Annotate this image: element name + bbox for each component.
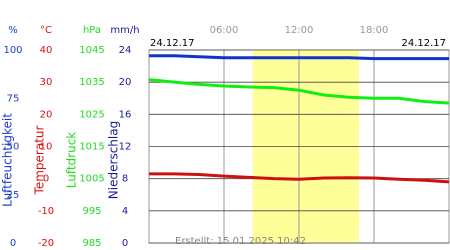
- y-tick-label: 1035: [79, 77, 104, 88]
- series-line: [149, 54, 449, 61]
- axis-unit: hPa: [83, 25, 101, 36]
- y-tick-label: -20: [38, 238, 54, 249]
- y-tick-label: 10: [40, 142, 53, 153]
- y-tick-label: 0: [10, 238, 16, 249]
- y-tick-label: 1045: [79, 45, 104, 56]
- y-tick-label: 30: [40, 77, 53, 88]
- axis-title: Temperatur: [33, 125, 47, 195]
- x-tick-label: 12:00: [285, 25, 314, 36]
- series-line: [148, 78, 450, 105]
- y-tick-label: 1005: [79, 174, 104, 185]
- y-tick-label: 985: [82, 238, 101, 249]
- date-right: 24.12.17: [401, 38, 446, 49]
- y-tick-label: 20: [119, 77, 132, 88]
- footer: Erstellt: 15.01.2025 10:42: [175, 236, 306, 247]
- y-tick-label: 995: [82, 206, 101, 217]
- y-tick-label: 100: [3, 45, 22, 56]
- y-tick-label: 25: [7, 190, 20, 201]
- y-tick-label: 24: [119, 45, 132, 56]
- y-tick-label: 0: [43, 174, 49, 185]
- y-tick-label: 20: [40, 109, 53, 120]
- y-tick-label: 8: [122, 174, 128, 185]
- date-left: 24.12.17: [150, 38, 195, 49]
- y-tick-label: 1025: [79, 109, 104, 120]
- y-tick-label: 4: [122, 206, 128, 217]
- x-tick-label: 18:00: [360, 25, 389, 36]
- y-tick-label: -10: [38, 206, 54, 217]
- y-tick-label: 16: [119, 109, 132, 120]
- axis-title: Niederschlag: [107, 121, 121, 199]
- x-tick-label: 06:00: [210, 25, 239, 36]
- y-tick-label: 75: [7, 93, 20, 104]
- y-tick-label: 50: [7, 142, 20, 153]
- y-tick-label: 12: [119, 142, 132, 153]
- axis-title: Luftfeuchtigkeit: [1, 113, 15, 207]
- axis-unit: °C: [40, 25, 52, 36]
- axis-unit: %: [8, 25, 18, 36]
- y-tick-label: 1015: [79, 142, 104, 153]
- axis-title: Luftdruck: [65, 132, 79, 189]
- axis-unit: mm/h: [110, 25, 139, 36]
- y-tick-label: 40: [40, 45, 53, 56]
- series-line: [149, 172, 450, 184]
- y-tick-label: 0: [122, 238, 128, 249]
